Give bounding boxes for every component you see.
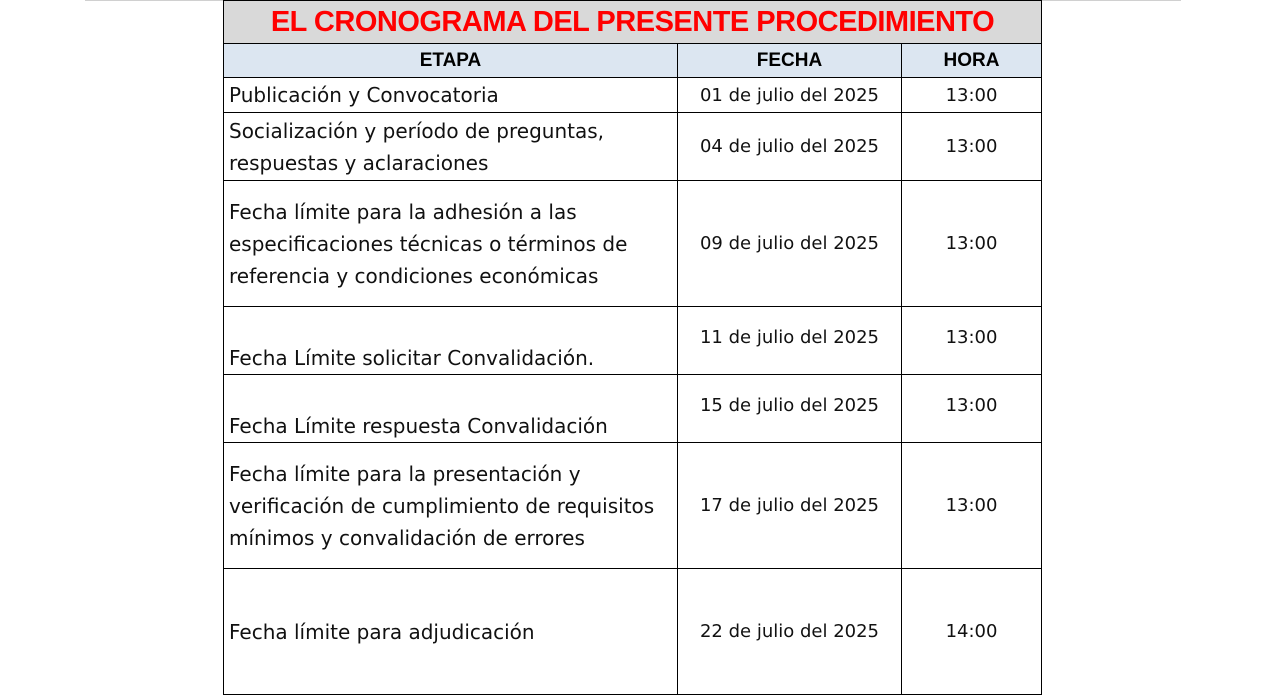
- etapa-cell: Fecha límite para la adhesión a las espe…: [223, 180, 678, 307]
- fecha-cell: 09 de julio del 2025: [677, 180, 902, 307]
- table-row: Socialización y período de preguntas, re…: [223, 112, 1043, 181]
- hora-cell: 13:00: [900, 112, 1043, 181]
- fecha-cell: 22 de julio del 2025: [677, 568, 902, 695]
- fecha-cell: 01 de julio del 2025: [677, 77, 902, 113]
- header-fecha: FECHA: [677, 43, 902, 78]
- table-row: Fecha límite para la adhesión a las espe…: [223, 180, 1043, 307]
- fecha-cell: 17 de julio del 2025: [677, 442, 902, 569]
- hora-cell: 14:00: [900, 568, 1043, 695]
- header-hora: HORA: [900, 43, 1043, 78]
- table-row: Fecha límite para adjudicación 22 de jul…: [223, 568, 1043, 695]
- table-title: EL CRONOGRAMA DEL PRESENTE PROCEDIMIENTO: [222, 0, 1043, 44]
- etapa-cell: Fecha Límite solicitar Convalidación.: [223, 306, 678, 375]
- hora-cell: 13:00: [900, 374, 1043, 443]
- etapa-cell: Fecha Límite respuesta Convalidación: [223, 374, 678, 443]
- fecha-cell: 04 de julio del 2025: [677, 112, 902, 181]
- etapa-cell: Socialización y período de preguntas, re…: [223, 112, 678, 181]
- table-row: Fecha Límite solicitar Convalidación. 11…: [223, 306, 1043, 375]
- fecha-cell: 15 de julio del 2025: [677, 374, 902, 443]
- hora-cell: 13:00: [900, 180, 1043, 307]
- table-row: Fecha límite para la presentación y veri…: [223, 442, 1043, 569]
- table-row: Fecha Límite respuesta Convalidación 15 …: [223, 374, 1043, 443]
- etapa-cell: Fecha límite para la presentación y veri…: [223, 442, 678, 569]
- header-etapa: ETAPA: [223, 43, 678, 78]
- etapa-cell: Publicación y Convocatoria: [223, 77, 678, 113]
- table-row: Publicación y Convocatoria 01 de julio d…: [223, 77, 1043, 113]
- hora-cell: 13:00: [900, 77, 1043, 113]
- hora-cell: 13:00: [900, 306, 1043, 375]
- fecha-cell: 11 de julio del 2025: [677, 306, 902, 375]
- etapa-cell: Fecha límite para adjudicación: [223, 568, 678, 695]
- schedule-table: EL CRONOGRAMA DEL PRESENTE PROCEDIMIENTO…: [222, 0, 1043, 695]
- hora-cell: 13:00: [900, 442, 1043, 569]
